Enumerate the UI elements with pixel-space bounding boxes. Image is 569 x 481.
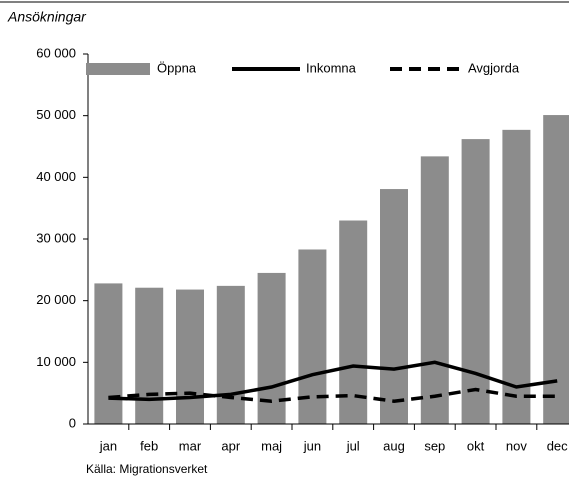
line-series	[108, 360, 558, 402]
bar	[216, 285, 245, 424]
bar	[94, 283, 123, 424]
y-tick-label: 30 000	[36, 230, 76, 245]
legend-label: Öppna	[157, 60, 197, 75]
bar	[380, 189, 408, 424]
chart-title: Ansökningar	[7, 9, 87, 25]
x-tick-label: nov	[506, 438, 527, 453]
x-tick-label: jul	[346, 438, 360, 453]
y-tick-label: 0	[69, 415, 76, 430]
legend-swatch	[86, 63, 150, 75]
bar	[461, 139, 490, 424]
y-tick-label: 40 000	[36, 169, 76, 184]
y-tick-label: 50 000	[36, 107, 76, 122]
x-tick-label: dec	[547, 438, 568, 453]
bar	[543, 115, 569, 425]
x-tick-label: apr	[221, 438, 240, 453]
legend-label: Avgjorda	[468, 60, 520, 75]
bar	[135, 287, 164, 424]
y-tick-label: 60 000	[36, 45, 76, 60]
y-tick-label: 20 000	[36, 292, 76, 307]
x-tick-label: maj	[261, 438, 282, 453]
plot-area	[94, 115, 569, 425]
y-tick-label: 10 000	[36, 354, 76, 369]
x-tick-label: feb	[140, 438, 158, 453]
x-tick-label: aug	[383, 438, 405, 453]
x-tick-label: mar	[179, 438, 202, 453]
bar	[420, 156, 449, 424]
bar	[339, 220, 368, 424]
legend-label: Inkomna	[306, 60, 357, 75]
source: Källa: Migrationsverket	[86, 462, 208, 476]
bar	[502, 129, 531, 424]
x-tick-label: jun	[303, 438, 321, 453]
x-tick-label: sep	[424, 438, 445, 453]
x-tick-label: okt	[467, 438, 485, 453]
bar	[176, 289, 204, 424]
x-tick-label: jan	[99, 438, 117, 453]
